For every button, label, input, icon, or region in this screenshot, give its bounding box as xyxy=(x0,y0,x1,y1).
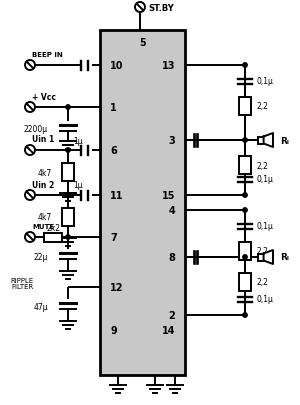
Circle shape xyxy=(243,255,247,260)
Text: ST.BY: ST.BY xyxy=(148,4,174,13)
Text: MUTE: MUTE xyxy=(32,224,54,230)
Text: 2200µ: 2200µ xyxy=(24,124,48,133)
Text: + Vcc: + Vcc xyxy=(32,92,56,101)
Polygon shape xyxy=(264,250,273,264)
Text: 5: 5 xyxy=(139,38,146,48)
Text: 2,2: 2,2 xyxy=(257,161,269,170)
Text: 47µ: 47µ xyxy=(33,302,48,311)
Text: 2: 2 xyxy=(168,310,175,320)
Text: 6: 6 xyxy=(110,146,117,156)
Circle shape xyxy=(66,193,70,198)
Text: 0,1µ: 0,1µ xyxy=(257,77,274,86)
Text: 1µ: 1µ xyxy=(73,181,83,190)
Circle shape xyxy=(243,313,247,318)
Text: Uin 1: Uin 1 xyxy=(32,135,54,144)
Bar xyxy=(239,273,251,291)
Bar xyxy=(44,233,62,242)
Bar xyxy=(62,209,74,226)
Text: 1µ: 1µ xyxy=(73,136,83,145)
Text: 2,2: 2,2 xyxy=(257,102,269,111)
Text: Rₗ: Rₗ xyxy=(280,136,290,145)
Bar xyxy=(239,243,251,260)
Circle shape xyxy=(243,64,247,68)
Text: 4k7: 4k7 xyxy=(38,213,52,222)
Bar xyxy=(239,98,251,116)
Text: 8: 8 xyxy=(168,252,175,262)
Text: 11: 11 xyxy=(110,190,124,200)
Text: 3: 3 xyxy=(168,136,175,146)
Circle shape xyxy=(66,106,70,110)
Text: 7: 7 xyxy=(110,232,117,243)
Text: 12: 12 xyxy=(110,282,124,292)
Circle shape xyxy=(66,235,70,240)
Text: FILTER: FILTER xyxy=(12,284,34,289)
Circle shape xyxy=(243,193,247,198)
Text: 1: 1 xyxy=(110,103,117,113)
Bar xyxy=(258,137,264,144)
Text: 0,1µ: 0,1µ xyxy=(257,295,274,304)
Text: 2k2: 2k2 xyxy=(46,224,60,233)
Text: 4k7: 4k7 xyxy=(38,168,52,177)
Text: 10: 10 xyxy=(110,61,124,71)
Circle shape xyxy=(243,208,247,213)
Text: RIPPLE: RIPPLE xyxy=(11,277,34,284)
Text: Rₗ: Rₗ xyxy=(280,253,290,262)
Text: 2,2: 2,2 xyxy=(257,278,269,287)
Text: 22µ: 22µ xyxy=(34,252,48,261)
Text: Uin 2: Uin 2 xyxy=(32,180,54,189)
Text: 9: 9 xyxy=(110,325,117,335)
Circle shape xyxy=(243,139,247,143)
Text: 13: 13 xyxy=(161,61,175,71)
Circle shape xyxy=(66,149,70,153)
Text: 14: 14 xyxy=(161,325,175,335)
Bar xyxy=(239,157,251,175)
Text: 4: 4 xyxy=(168,205,175,215)
Text: 0,1µ: 0,1µ xyxy=(257,175,274,184)
Text: 15: 15 xyxy=(161,190,175,200)
Bar xyxy=(62,164,74,181)
Text: 0,1µ: 0,1µ xyxy=(257,222,274,231)
Bar xyxy=(258,254,264,261)
Text: BEEP IN: BEEP IN xyxy=(32,52,63,58)
Text: 2,2: 2,2 xyxy=(257,247,269,256)
Bar xyxy=(100,31,185,375)
Polygon shape xyxy=(264,134,273,148)
